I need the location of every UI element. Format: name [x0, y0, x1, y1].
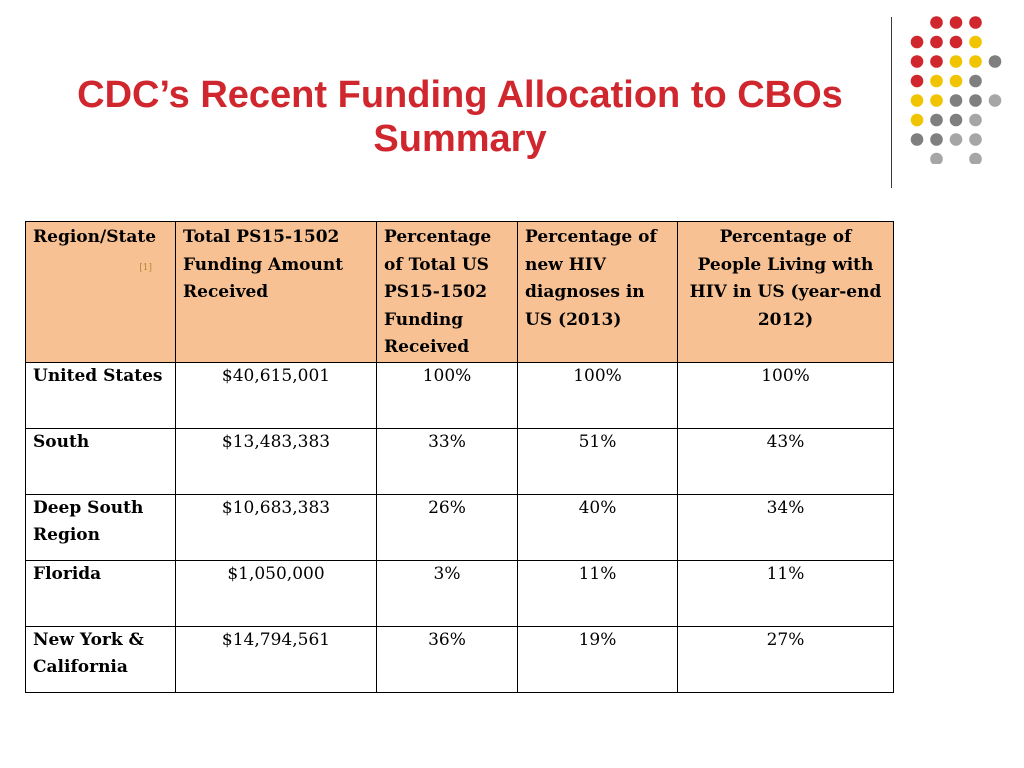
cell-percent-new-diagnoses: 19% [517, 625, 678, 693]
decorative-dot [930, 35, 943, 49]
title-line-1: CDC’s Recent Funding Allocation to CBOs [77, 74, 843, 116]
decorative-dot [930, 94, 943, 107]
decorative-dot [949, 94, 963, 107]
header-total-funding: Total PS15-1502 Funding Amount Received [175, 221, 377, 363]
slide-title: CDC’s Recent Funding Allocation to CBOs … [40, 73, 880, 161]
cell-percent-living-with-hiv: 11% [677, 559, 894, 627]
table-row: South $13,483,383 33% 51% 43% [25, 427, 894, 495]
header-percent-new-diagnoses: Percentage of new HIV diagnoses in US (2… [517, 221, 678, 363]
decorative-dot [969, 55, 982, 68]
decorative-dot [930, 152, 943, 164]
decorative-dot [949, 55, 963, 68]
cell-percent-living-with-hiv: 34% [677, 493, 894, 561]
decorative-dot [930, 113, 943, 127]
cell-funding-amount: $13,483,383 [175, 427, 377, 495]
decorative-dot [969, 74, 982, 88]
dot-grid-graphic [910, 16, 1002, 164]
decorative-dot [910, 74, 924, 88]
cell-funding-amount: $1,050,000 [175, 559, 377, 627]
decorative-dot [949, 133, 963, 146]
header-divider [891, 17, 892, 188]
cell-percent-funding: 36% [376, 625, 518, 693]
decorative-dot-grid [908, 14, 1012, 164]
cell-region: New York & California [25, 625, 176, 693]
cell-percent-living-with-hiv: 27% [677, 625, 894, 693]
decorative-dot [910, 113, 924, 127]
cell-percent-living-with-hiv: 43% [677, 427, 894, 495]
table-row: Florida $1,050,000 3% 11% 11% [25, 559, 894, 627]
cell-percent-funding: 100% [376, 361, 518, 429]
decorative-dot [910, 35, 924, 49]
decorative-dot [988, 55, 1002, 68]
decorative-dot [969, 113, 982, 127]
cell-funding-amount: $40,615,001 [175, 361, 377, 429]
header-percent-funding: Percentage of Total US PS15-1502 Funding… [376, 221, 518, 363]
cell-region: Deep South Region [25, 493, 176, 561]
cell-percent-funding: 3% [376, 559, 518, 627]
header-percent-living-with-hiv: Percentage of People Living with HIV in … [677, 221, 894, 363]
decorative-dot [969, 94, 982, 107]
decorative-dot [949, 16, 963, 29]
footnote-marker: [1] [139, 262, 152, 273]
decorative-dot [930, 55, 943, 68]
header-region-state: Region/State [1] [25, 221, 176, 363]
cell-percent-living-with-hiv: 100% [677, 361, 894, 429]
decorative-dot [949, 74, 963, 88]
decorative-dot [910, 55, 924, 68]
decorative-dot [910, 94, 924, 107]
table-row: United States $40,615,001 100% 100% 100% [25, 361, 894, 429]
decorative-dot [930, 16, 943, 29]
title-line-2: Summary [373, 118, 547, 160]
cell-percent-new-diagnoses: 51% [517, 427, 678, 495]
decorative-dot [910, 133, 924, 146]
decorative-dot [969, 35, 982, 49]
cell-percent-new-diagnoses: 100% [517, 361, 678, 429]
table-row: New York & California $14,794,561 36% 19… [25, 625, 894, 693]
cell-funding-amount: $14,794,561 [175, 625, 377, 693]
table-row: Deep South Region $10,683,383 26% 40% 34… [25, 493, 894, 561]
decorative-dot [988, 94, 1002, 107]
cell-percent-funding: 33% [376, 427, 518, 495]
decorative-dot [949, 35, 963, 49]
decorative-dot [930, 133, 943, 146]
cell-region: United States [25, 361, 176, 429]
decorative-dot [930, 74, 943, 88]
decorative-dot [969, 133, 982, 146]
cell-percent-new-diagnoses: 11% [517, 559, 678, 627]
decorative-dot [949, 113, 963, 127]
cell-region: South [25, 427, 176, 495]
funding-summary-table: Region/State [1] Total PS15-1502 Funding… [25, 221, 894, 693]
cell-percent-funding: 26% [376, 493, 518, 561]
decorative-dot [969, 16, 982, 29]
cell-percent-new-diagnoses: 40% [517, 493, 678, 561]
table-header-row: Region/State [1] Total PS15-1502 Funding… [25, 221, 894, 363]
cell-funding-amount: $10,683,383 [175, 493, 377, 561]
cell-region: Florida [25, 559, 176, 627]
decorative-dot [969, 152, 982, 164]
